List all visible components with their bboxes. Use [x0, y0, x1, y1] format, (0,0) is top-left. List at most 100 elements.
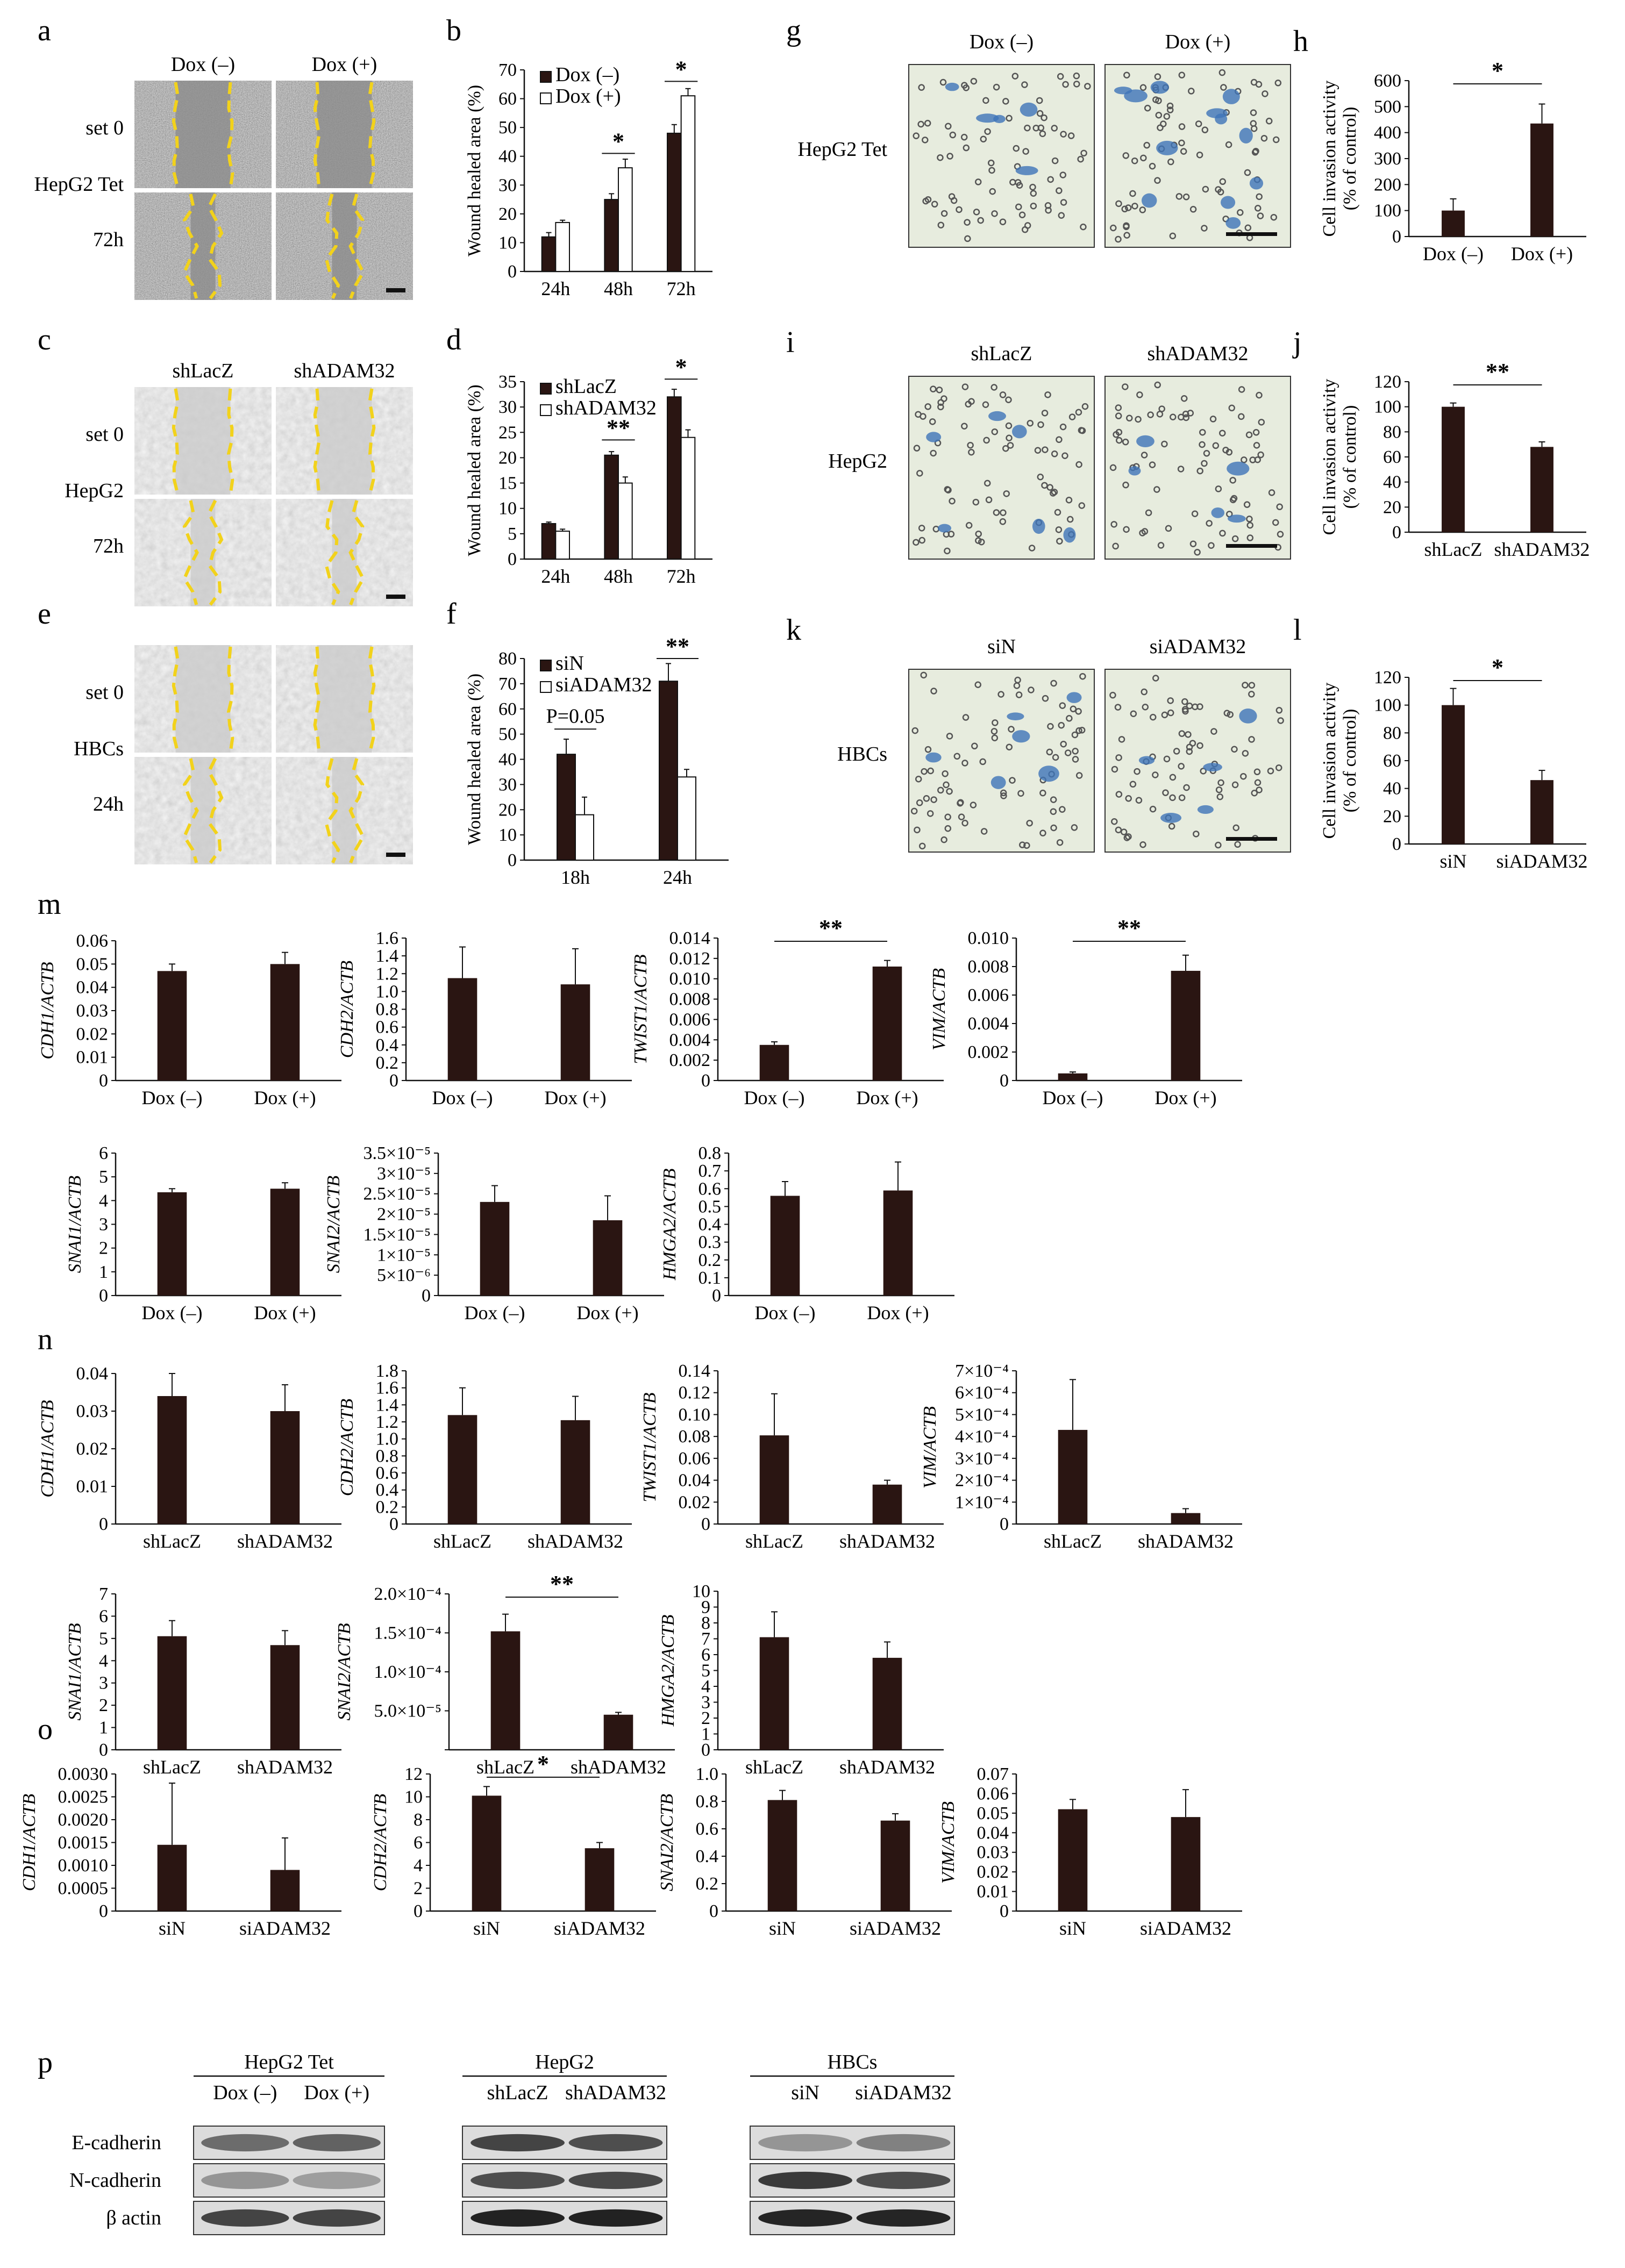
y-tick-label: 0.008 [968, 957, 1009, 977]
y-axis-label-unit: (% of control) [1340, 709, 1360, 813]
bar-chart-d: 0 5 10 15 20 25 30 35 Wound healed area (%) 24h 48… [465, 354, 712, 587]
membrane-pore [1219, 178, 1227, 185]
legend-label: siADAM32 [555, 674, 652, 696]
y-tick-label: 80 [1383, 422, 1401, 442]
membrane-pore [1005, 396, 1012, 403]
stained-cell [1141, 193, 1157, 208]
y-tick-label: 0 [99, 1514, 108, 1534]
stained-cell [976, 113, 999, 123]
legend-swatch [540, 681, 552, 693]
y-tick-label: 3 [99, 1215, 108, 1235]
x-tick-label: Dox (–) [432, 1087, 493, 1108]
significance-mark: ** [819, 915, 843, 941]
y-tick-label: 5 [701, 1661, 710, 1681]
membrane-pore [970, 802, 977, 809]
y-axis-label: VIM/ACTB [938, 1801, 958, 1884]
y-tick-label: 0 [701, 1514, 710, 1534]
membrane-pore [1241, 456, 1248, 463]
bar-chart-n1: 0 0.01 0.02 0.03 0.04 CDH1/ACTB shLacZ shADAM32 [38, 1364, 341, 1552]
y-tick-label: 0.1 [699, 1268, 722, 1288]
y-tick-label: 0.4 [376, 1480, 399, 1500]
membrane-pore [1253, 442, 1260, 449]
membrane-pore [930, 385, 937, 392]
lane-label: Dox (+) [304, 2081, 369, 2104]
y-tick-label: 0 [1000, 1071, 1009, 1091]
membrane-pore [1250, 109, 1257, 116]
y-tick-label: 0 [701, 1071, 710, 1091]
membrane-pore [1189, 540, 1197, 547]
x-tick-label: Dox (–) [755, 1302, 816, 1323]
membrane-pore [1067, 132, 1075, 139]
membrane-pore [1254, 779, 1261, 786]
bar [880, 1820, 910, 1911]
membrane-pore [1112, 542, 1119, 550]
scratch-edge-line [182, 500, 199, 605]
membrane-pore [930, 449, 937, 457]
scratch-edge-line [348, 194, 365, 299]
y-tick-label: 400 [1374, 123, 1401, 143]
cell-line-label: HBCs [74, 738, 124, 760]
membrane-pore [1055, 526, 1063, 533]
significance-mark: ** [550, 1571, 574, 1597]
bar [883, 1190, 913, 1296]
protein-band [293, 2134, 381, 2152]
y-tick-label: 120 [1374, 668, 1401, 688]
bar-chart-f: 0 10 20 30 40 50 60 70 80 Wound healed area (%) 18… [465, 633, 729, 888]
membrane-pore [911, 727, 919, 734]
y-tick-label: 0.014 [669, 928, 711, 948]
bar [157, 1396, 187, 1524]
membrane-pore [942, 770, 949, 777]
legend-swatch [540, 660, 552, 671]
membrane-pore [1078, 502, 1086, 509]
membrane-pore [1209, 416, 1217, 423]
membrane-pore [1228, 404, 1236, 412]
y-tick-label: 1.2 [376, 1412, 399, 1432]
membrane-pore [1157, 542, 1165, 549]
bar-chart-h: 0 100 200 300 400 500 600 Cell invasion activit… [1320, 58, 1586, 264]
y-tick-label: 4×10⁻⁴ [955, 1427, 1009, 1447]
y-tick-label: 0.010 [968, 928, 1009, 948]
membrane-pore [1154, 177, 1161, 184]
bar-chart-n3: 00.020.040.060.080.100.120.14 TWIST1/ACTB… [640, 1361, 944, 1552]
membrane-pore [970, 77, 978, 85]
membrane-pore [1212, 442, 1220, 449]
y-tick-label: 2 [701, 1708, 710, 1728]
bar-chart-m1: 0 0.01 0.02 0.03 0.04 0.05 0.06 CDH1/ACTB Dox (–… [38, 931, 341, 1108]
membrane-pore [983, 437, 990, 444]
y-axis-label: Cell invasion activity [1320, 379, 1339, 535]
membrane-pore [987, 159, 995, 167]
membrane-pore [1268, 489, 1275, 496]
x-tick-label: shLacZ [476, 1756, 534, 1778]
y-tick-label: 100 [1374, 397, 1401, 417]
y-tick-label: 10 [498, 825, 517, 845]
membrane-pore [1081, 403, 1089, 410]
y-tick-label: 5×10⁻⁶ [377, 1265, 431, 1285]
y-tick-label: 1 [99, 1718, 108, 1738]
membrane-pore [916, 470, 923, 477]
membrane-pore [1144, 104, 1151, 112]
y-tick-label: 0 [389, 1071, 398, 1091]
panel-label-j: j [1292, 326, 1302, 359]
membrane-pore [1050, 679, 1057, 687]
membrane-pore [1145, 509, 1152, 517]
membrane-pore [920, 671, 927, 679]
membrane-pore [991, 210, 998, 217]
bar [604, 454, 619, 560]
membrane-pore [1152, 675, 1159, 682]
bar [270, 1189, 300, 1296]
protein-band [856, 2134, 951, 2152]
lane-label: siADAM32 [855, 2081, 951, 2104]
y-tick-label: 8 [701, 1613, 710, 1633]
membrane-pore [1178, 139, 1185, 147]
membrane-pore [1175, 193, 1183, 200]
membrane-pore [1118, 736, 1125, 743]
membrane-pore [1051, 450, 1058, 457]
bar [667, 396, 682, 560]
blot-row-label: N-cadherin [69, 2169, 161, 2192]
y-tick-label: 20 [1383, 806, 1401, 826]
x-tick-label: Dox (+) [576, 1302, 638, 1323]
protein-band [201, 2171, 289, 2190]
y-tick-label: 10 [692, 1582, 710, 1601]
membrane-pore [1147, 411, 1154, 418]
membrane-pore [1059, 171, 1067, 178]
